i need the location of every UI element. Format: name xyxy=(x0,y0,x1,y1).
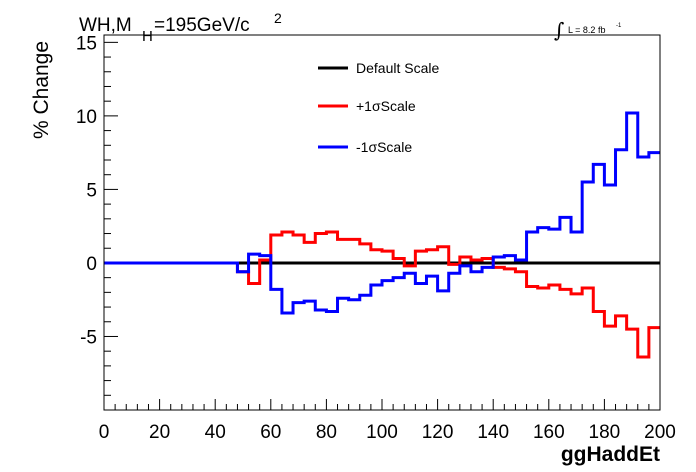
legend: Default Scale +1σScale -1σScale xyxy=(318,60,439,155)
chart-title-subscript: H xyxy=(142,28,153,45)
x-tick-label: 20 xyxy=(149,422,170,443)
y-tick-label: 10 xyxy=(76,107,97,128)
x-tick-label: 160 xyxy=(533,422,565,443)
x-tick-label: 140 xyxy=(477,422,509,443)
y-tick-label: 0 xyxy=(86,254,97,275)
legend-label-2: -1σScale xyxy=(356,139,412,155)
plot-frame xyxy=(103,34,661,411)
chart-title-rest: =195GeV/c xyxy=(154,15,250,36)
lumi-superscript: -1 xyxy=(616,23,622,29)
x-tick-label: 40 xyxy=(205,422,226,443)
x-tick-label: 120 xyxy=(422,422,454,443)
ticks-layer: 0 20 40 60 80 100 120 140 160 180 200 -5 0 5 10 15 xyxy=(76,33,676,443)
y-tick-label: -5 xyxy=(80,327,97,348)
x-tick-label: 180 xyxy=(589,422,621,443)
y-axis-title: % Change xyxy=(30,41,53,139)
lumi-label: L = 8.2 fb xyxy=(568,25,605,35)
x-tick-label: 100 xyxy=(366,422,398,443)
integral-symbol: ∫ xyxy=(554,18,564,42)
x-tick-label: 200 xyxy=(644,422,676,443)
chart-title-superscript: 2 xyxy=(274,10,282,26)
series-line-2 xyxy=(104,111,660,315)
legend-label-1: +1σScale xyxy=(356,98,416,114)
y-tick-label: 5 xyxy=(86,180,97,201)
x-axis-title: ggHaddEt xyxy=(561,443,660,466)
chart-title-main: WH,M xyxy=(79,15,132,36)
x-tick-label: 60 xyxy=(260,422,281,443)
y-tick-label: 15 xyxy=(76,33,97,54)
series-line-1 xyxy=(104,230,660,359)
x-tick-label: 80 xyxy=(316,422,337,443)
series-layer xyxy=(104,111,660,359)
x-tick-label: 0 xyxy=(99,422,110,443)
legend-label-0: Default Scale xyxy=(356,60,439,76)
